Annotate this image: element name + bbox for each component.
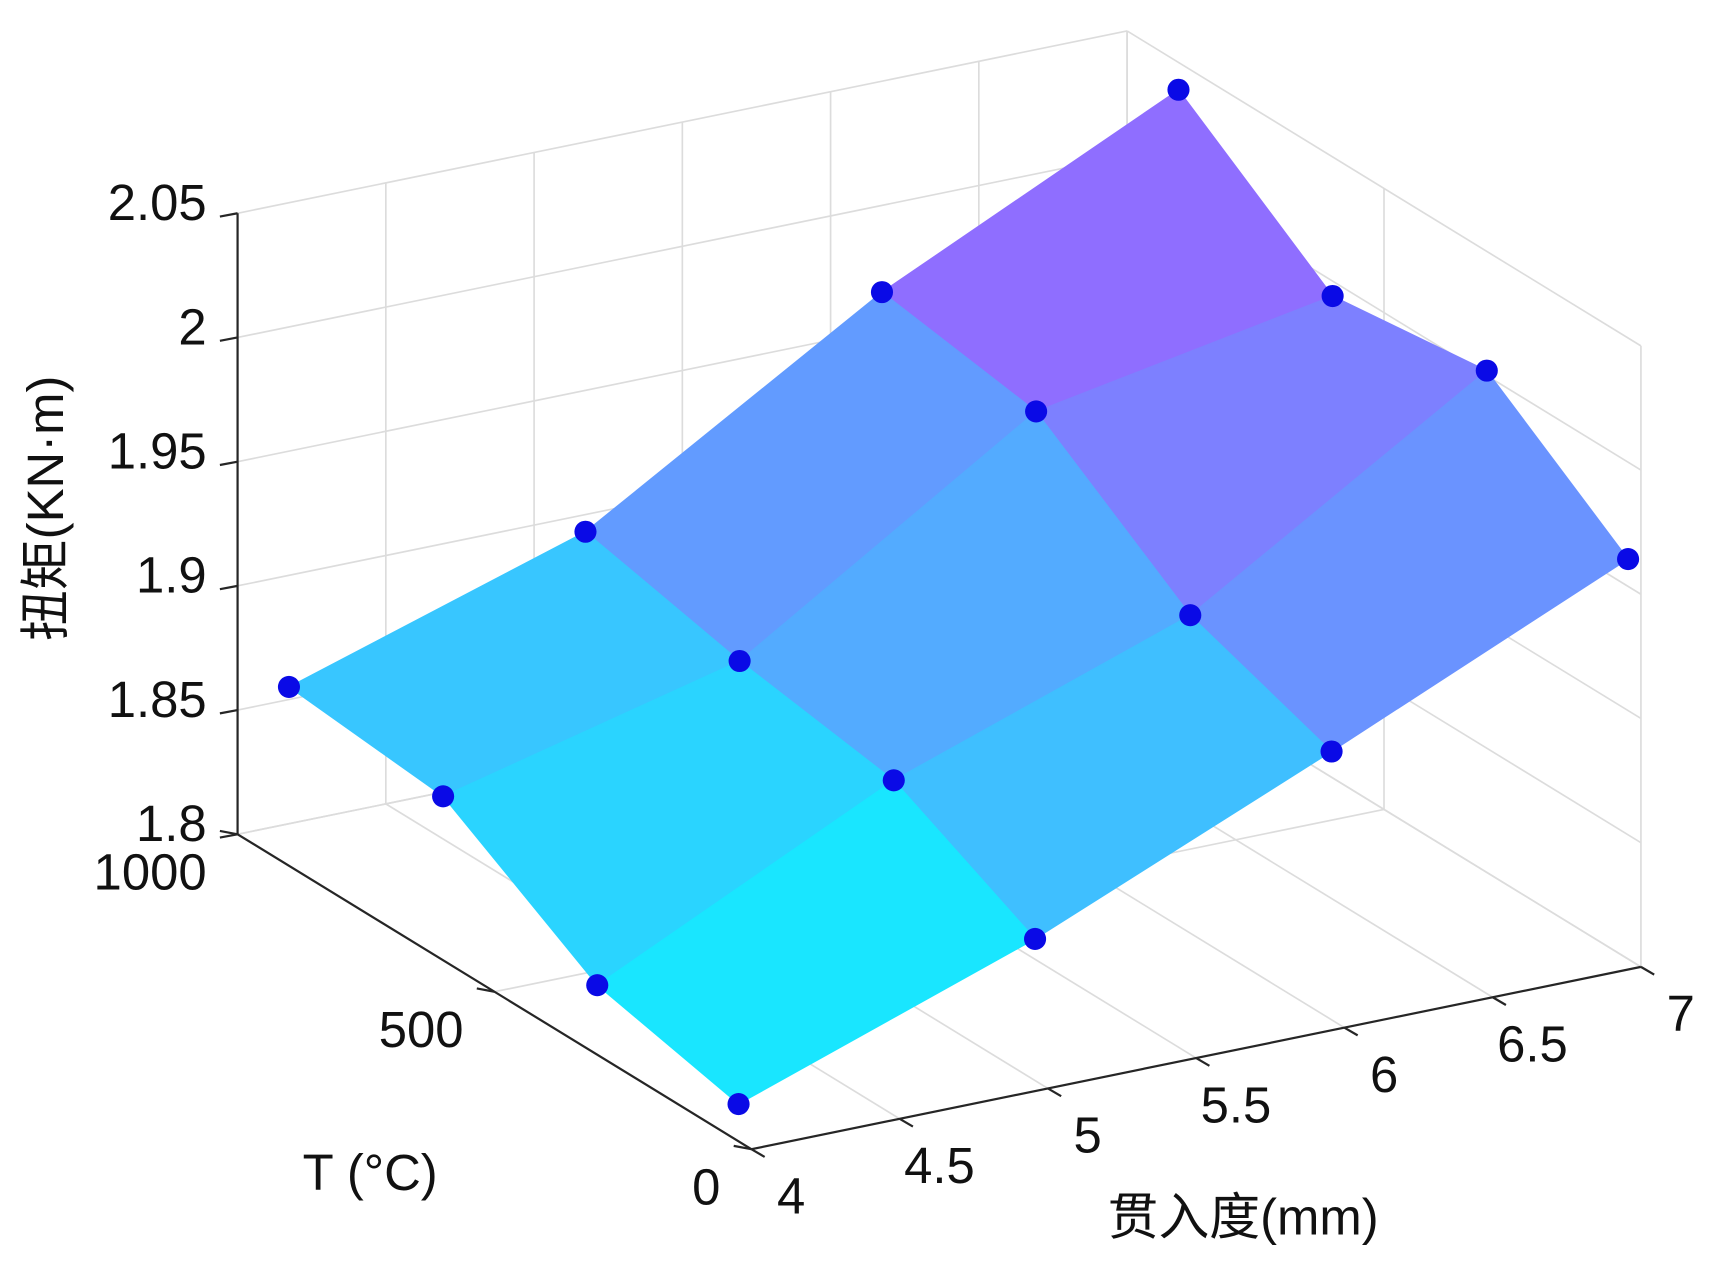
- x-tick: [1640, 965, 1655, 976]
- z-tick: [219, 212, 238, 218]
- data-point: [1617, 548, 1640, 571]
- x-tick: [750, 1148, 766, 1158]
- x-tick-label: 7: [1667, 985, 1695, 1042]
- data-point: [1179, 604, 1202, 627]
- y-tick-label: 500: [379, 1001, 464, 1058]
- x-tick: [1343, 1026, 1359, 1037]
- x-tick-label: 4: [777, 1167, 805, 1224]
- data-point: [574, 520, 597, 543]
- z-tick-label: 1.95: [108, 422, 207, 479]
- y-tick-label: 0: [692, 1159, 720, 1216]
- data-point: [870, 281, 894, 304]
- markers: [277, 78, 1640, 1116]
- z-tick: [219, 708, 238, 715]
- x-tick: [1492, 996, 1507, 1006]
- data-point: [277, 675, 301, 698]
- y-axis-label: T (°C): [303, 1144, 438, 1201]
- y-tick: [733, 1144, 752, 1151]
- z-tick: [219, 833, 238, 839]
- data-point: [1475, 359, 1498, 382]
- z-tick-label: 2.05: [108, 174, 207, 231]
- data-point: [1025, 400, 1048, 423]
- x-tick-label: 5.5: [1201, 1076, 1272, 1133]
- labels: T (°C) 贯入度(mm) 扭矩(KN·m): [17, 376, 1378, 1246]
- data-point: [586, 974, 609, 997]
- x-tick-label: 6: [1370, 1046, 1398, 1103]
- data-point: [1024, 927, 1047, 951]
- grid-line: [1126, 30, 1642, 347]
- z-tick: [219, 460, 238, 467]
- z-tick-label: 2: [178, 298, 206, 355]
- data-point: [432, 785, 455, 808]
- data-point: [1321, 284, 1344, 308]
- x-tick: [1047, 1087, 1062, 1098]
- data-point: [728, 649, 751, 673]
- x-tick-label: 4.5: [904, 1137, 975, 1194]
- x-tick: [1195, 1057, 1210, 1067]
- z-tick: [219, 584, 238, 591]
- x-tick-label: 5: [1074, 1107, 1102, 1164]
- data-point: [1167, 78, 1190, 101]
- z-tick-label: 1.9: [136, 547, 207, 604]
- z-tick: [219, 336, 238, 342]
- data-point: [1320, 740, 1343, 763]
- y-tick: [476, 987, 495, 993]
- data-point: [882, 769, 905, 792]
- z-axis-label: 扭矩(KN·m): [17, 376, 74, 641]
- z-tick-label: 1.85: [108, 671, 207, 728]
- grid-line: [237, 154, 1128, 339]
- x-tick-label: 6.5: [1497, 1016, 1568, 1073]
- surface: [287, 89, 1629, 1105]
- y-tick-label: 1000: [94, 844, 207, 901]
- grid-line: [237, 30, 1128, 215]
- data-point: [727, 1093, 750, 1116]
- z-tick-label: 1.8: [136, 795, 207, 852]
- x-axis-label: 贯入度(mm): [1108, 1188, 1379, 1245]
- x-tick: [899, 1117, 914, 1128]
